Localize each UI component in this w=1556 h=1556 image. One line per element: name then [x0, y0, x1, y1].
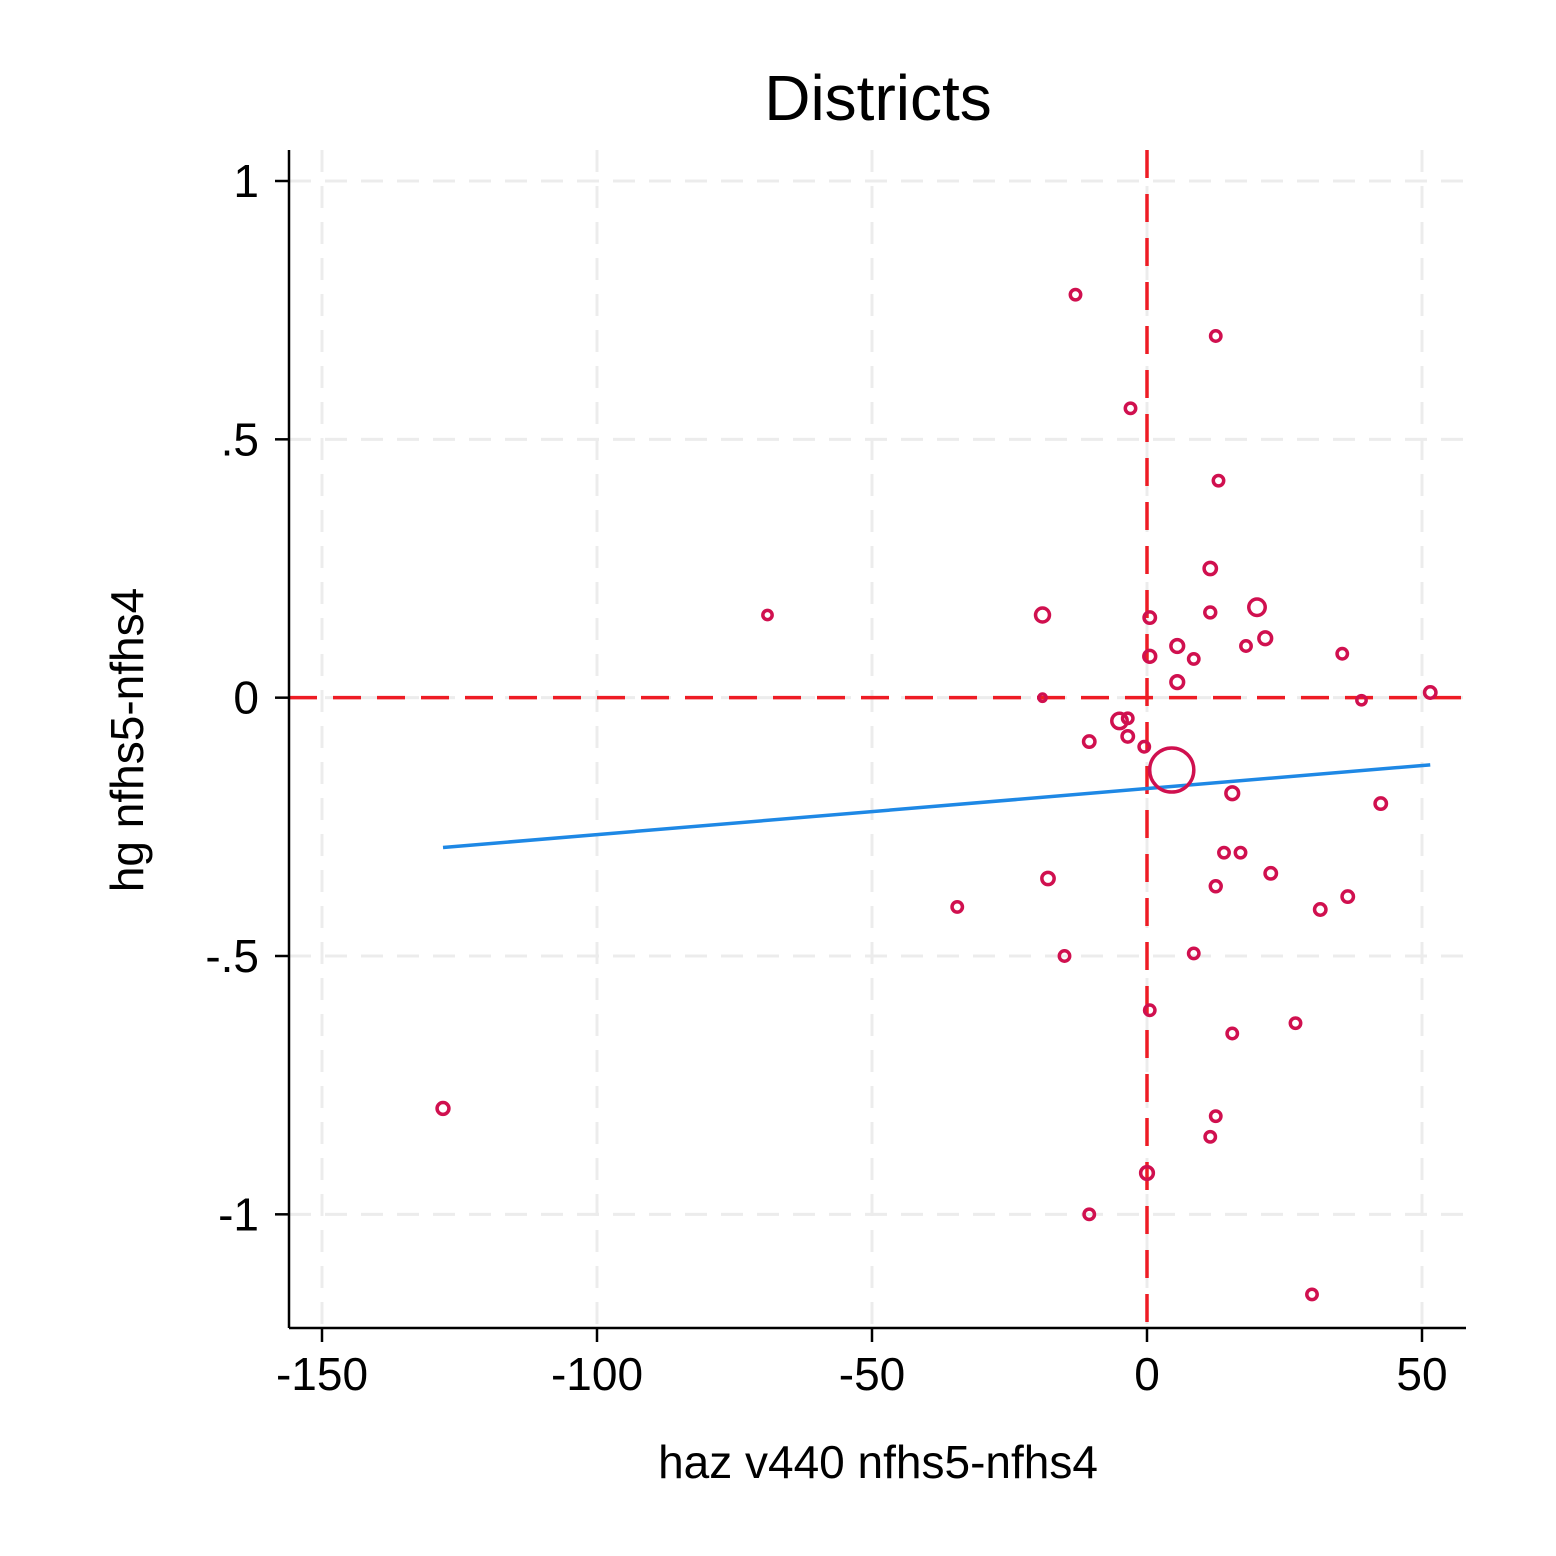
data-point-42 — [1208, 1109, 1223, 1124]
data-point-44 — [1138, 1164, 1156, 1182]
fit-line — [442, 763, 1431, 850]
data-point-9 — [1203, 605, 1218, 620]
x-tick-label-0: -150 — [276, 1348, 368, 1400]
data-point-27 — [1373, 796, 1389, 812]
data-point-32 — [1208, 879, 1223, 894]
data-point-10 — [1257, 630, 1274, 647]
data-point-30 — [1040, 870, 1056, 887]
fit-line-layer — [442, 763, 1431, 850]
data-point-20 — [1110, 711, 1129, 731]
data-point-36 — [1186, 946, 1201, 961]
data-point-37 — [1057, 949, 1072, 963]
x-axis-label: haz v440 nfhs5-nfhs4 — [658, 1436, 1098, 1488]
data-point-38 — [1142, 1003, 1157, 1018]
y-tick-label-4: -1 — [218, 1188, 259, 1240]
data-point-14 — [1142, 648, 1158, 665]
data-point-40 — [1225, 1026, 1240, 1041]
y-axis-label: hg nfhs5-nfhs4 — [101, 588, 153, 892]
data-point-26 — [1224, 785, 1241, 802]
reference-lines — [289, 150, 1466, 1328]
data-point-1 — [1208, 329, 1223, 343]
data-point-41 — [435, 1100, 451, 1117]
data-point-2 — [1123, 401, 1138, 416]
data-point-29 — [1233, 845, 1248, 860]
data-point-25 — [1147, 746, 1196, 794]
data-point-22 — [1120, 728, 1136, 744]
data-point-39 — [1288, 1016, 1303, 1031]
y-tick-label-3: -.5 — [205, 930, 259, 982]
x-tick-label-4: 50 — [1396, 1348, 1447, 1400]
data-point-21 — [1120, 711, 1135, 726]
data-points — [435, 287, 1438, 1302]
data-point-11 — [1169, 637, 1186, 655]
y-tick-label-2: 0 — [233, 672, 259, 724]
data-point-17 — [1422, 685, 1438, 700]
data-point-16 — [1169, 674, 1186, 691]
data-point-15 — [1186, 651, 1201, 666]
data-point-5 — [1247, 597, 1267, 618]
data-point-35 — [1312, 902, 1328, 917]
chart-title: Districts — [764, 62, 992, 134]
data-point-24 — [1137, 739, 1152, 754]
data-point-43 — [1203, 1129, 1218, 1144]
data-point-33 — [1340, 889, 1356, 905]
y-tick-label-0: 1 — [233, 155, 259, 207]
y-tick-label-1: .5 — [221, 413, 259, 465]
data-point-4 — [1202, 560, 1219, 577]
data-point-19 — [1355, 693, 1368, 707]
data-point-28 — [1217, 845, 1231, 860]
data-point-0 — [1068, 287, 1083, 302]
data-point-7 — [1033, 606, 1052, 624]
x-tick-label-1: -100 — [551, 1348, 643, 1400]
data-point-18 — [1037, 692, 1048, 704]
data-point-34 — [950, 899, 965, 914]
data-point-23 — [1081, 734, 1097, 750]
data-point-45 — [1082, 1207, 1097, 1222]
data-point-3 — [1211, 473, 1226, 488]
data-point-12 — [1239, 639, 1253, 653]
axes: -150 -100 -50 0 50 1 .5 0 -.5 -1 — [205, 150, 1466, 1400]
x-tick-label-3: 0 — [1134, 1348, 1160, 1400]
data-point-46 — [1305, 1287, 1319, 1302]
data-point-6 — [761, 608, 774, 622]
data-point-13 — [1335, 646, 1350, 661]
data-point-8 — [1142, 610, 1158, 626]
data-point-31 — [1263, 865, 1279, 881]
x-tick-label-2: -50 — [839, 1348, 905, 1400]
